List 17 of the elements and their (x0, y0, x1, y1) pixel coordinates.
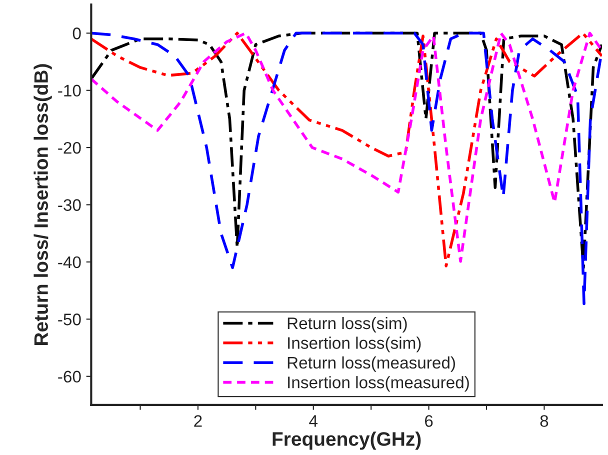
x-tick-label: 2 (194, 415, 202, 427)
x-tick-label: 8 (540, 415, 548, 427)
y-tick-label: -40 (58, 256, 81, 268)
y-axis-title: Return loss/ Insertion loss(dB) (34, 64, 52, 345)
legend-label: Return loss(measured) (288, 356, 455, 372)
legend-label: Insertion loss(sim) (288, 336, 421, 352)
x-axis-title: Frequency(GHz) (272, 432, 421, 450)
legend-label: Insertion loss(measured) (288, 376, 469, 392)
x-tick-label: 6 (425, 415, 433, 427)
y-tick-label: -50 (58, 314, 81, 326)
y-tick-label: -10 (58, 84, 81, 97)
legend-label: Return loss(sim) (288, 316, 407, 332)
y-tick-label: -30 (58, 199, 81, 211)
y-tick-label: -20 (58, 142, 81, 154)
y-tick-label: 0 (72, 28, 81, 40)
y-tick-label: -60 (58, 370, 81, 383)
x-tick-label: 4 (309, 415, 318, 427)
